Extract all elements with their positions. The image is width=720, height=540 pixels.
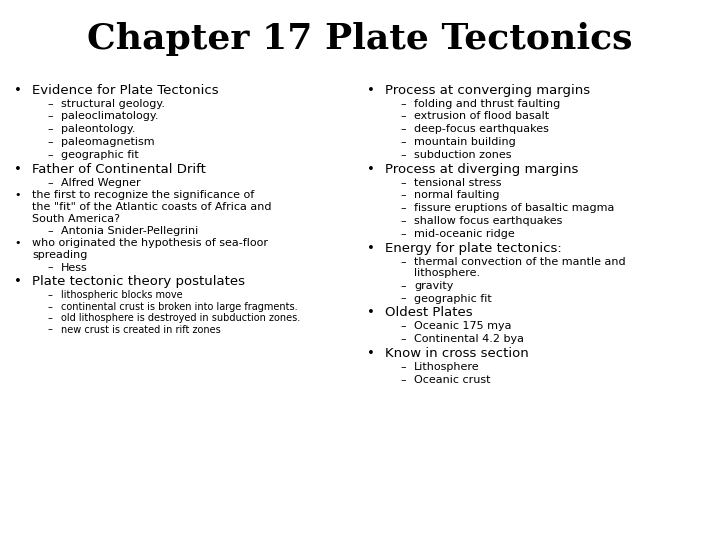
Text: fissure eruptions of basaltic magma: fissure eruptions of basaltic magma — [414, 203, 614, 213]
Text: geographic fit: geographic fit — [414, 294, 492, 303]
Text: –: – — [48, 111, 53, 122]
Text: •: • — [367, 306, 374, 319]
Text: –: – — [400, 124, 406, 134]
Text: geographic fit: geographic fit — [61, 150, 139, 160]
Text: who originated the hypothesis of sea-floor
spreading: who originated the hypothesis of sea-flo… — [32, 239, 269, 260]
Text: –: – — [48, 137, 53, 147]
Text: normal faulting: normal faulting — [414, 191, 500, 200]
Text: deep-focus earthquakes: deep-focus earthquakes — [414, 124, 549, 134]
Text: –: – — [48, 291, 53, 300]
Text: paleontology.: paleontology. — [61, 124, 135, 134]
Text: subduction zones: subduction zones — [414, 150, 511, 160]
Text: –: – — [48, 313, 53, 323]
Text: Chapter 17 Plate Tectonics: Chapter 17 Plate Tectonics — [87, 22, 633, 56]
Text: the first to recognize the significance of
the "fit" of the Atlantic coasts of A: the first to recognize the significance … — [32, 191, 272, 224]
Text: –: – — [400, 216, 406, 226]
Text: Oldest Plates: Oldest Plates — [385, 306, 473, 319]
Text: –: – — [400, 191, 406, 200]
Text: paleoclimatology.: paleoclimatology. — [61, 111, 158, 122]
Text: mountain building: mountain building — [414, 137, 516, 147]
Text: structural geology.: structural geology. — [61, 99, 165, 109]
Text: gravity: gravity — [414, 281, 454, 291]
Text: •: • — [367, 84, 374, 97]
Text: –: – — [48, 150, 53, 160]
Text: •: • — [14, 84, 22, 97]
Text: –: – — [400, 203, 406, 213]
Text: tensional stress: tensional stress — [414, 178, 502, 187]
Text: –: – — [400, 334, 406, 344]
Text: new crust is created in rift zones: new crust is created in rift zones — [61, 325, 221, 334]
Text: –: – — [400, 294, 406, 303]
Text: old lithosphere is destroyed in subduction zones.: old lithosphere is destroyed in subducti… — [61, 313, 300, 323]
Text: –: – — [400, 321, 406, 331]
Text: –: – — [400, 362, 406, 372]
Text: Antonia Snider-Pellegrini: Antonia Snider-Pellegrini — [61, 226, 199, 235]
Text: –: – — [48, 124, 53, 134]
Text: Process at diverging margins: Process at diverging margins — [385, 163, 579, 176]
Text: Plate tectonic theory postulates: Plate tectonic theory postulates — [32, 275, 246, 288]
Text: Oceanic 175 mya: Oceanic 175 mya — [414, 321, 511, 331]
Text: Alfred Wegner: Alfred Wegner — [61, 178, 141, 187]
Text: –: – — [48, 302, 53, 312]
Text: –: – — [48, 99, 53, 109]
Text: Energy for plate tectonics:: Energy for plate tectonics: — [385, 242, 562, 255]
Text: •: • — [367, 163, 374, 176]
Text: –: – — [400, 150, 406, 160]
Text: –: – — [400, 375, 406, 384]
Text: –: – — [48, 178, 53, 187]
Text: –: – — [400, 111, 406, 122]
Text: •: • — [14, 191, 22, 200]
Text: Oceanic crust: Oceanic crust — [414, 375, 490, 384]
Text: –: – — [400, 178, 406, 187]
Text: –: – — [400, 137, 406, 147]
Text: Lithosphere: Lithosphere — [414, 362, 480, 372]
Text: –: – — [48, 226, 53, 235]
Text: folding and thrust faulting: folding and thrust faulting — [414, 99, 560, 109]
Text: extrusion of flood basalt: extrusion of flood basalt — [414, 111, 549, 122]
Text: Father of Continental Drift: Father of Continental Drift — [32, 163, 206, 176]
Text: –: – — [400, 281, 406, 291]
Text: •: • — [14, 275, 22, 288]
Text: •: • — [367, 347, 374, 360]
Text: Evidence for Plate Tectonics: Evidence for Plate Tectonics — [32, 84, 219, 97]
Text: lithospheric blocks move: lithospheric blocks move — [61, 291, 183, 300]
Text: paleomagnetism: paleomagnetism — [61, 137, 155, 147]
Text: continental crust is broken into large fragments.: continental crust is broken into large f… — [61, 302, 298, 312]
Text: –: – — [400, 256, 406, 267]
Text: –: – — [400, 229, 406, 239]
Text: –: – — [48, 262, 53, 273]
Text: •: • — [367, 242, 374, 255]
Text: Continental 4.2 bya: Continental 4.2 bya — [414, 334, 524, 344]
Text: thermal convection of the mantle and
lithosphere.: thermal convection of the mantle and lit… — [414, 256, 626, 278]
Text: shallow focus earthquakes: shallow focus earthquakes — [414, 216, 562, 226]
Text: •: • — [14, 163, 22, 176]
Text: Process at converging margins: Process at converging margins — [385, 84, 590, 97]
Text: Know in cross section: Know in cross section — [385, 347, 529, 360]
Text: mid-oceanic ridge: mid-oceanic ridge — [414, 229, 515, 239]
Text: –: – — [48, 325, 53, 334]
Text: Hess: Hess — [61, 262, 88, 273]
Text: •: • — [14, 239, 22, 248]
Text: –: – — [400, 99, 406, 109]
